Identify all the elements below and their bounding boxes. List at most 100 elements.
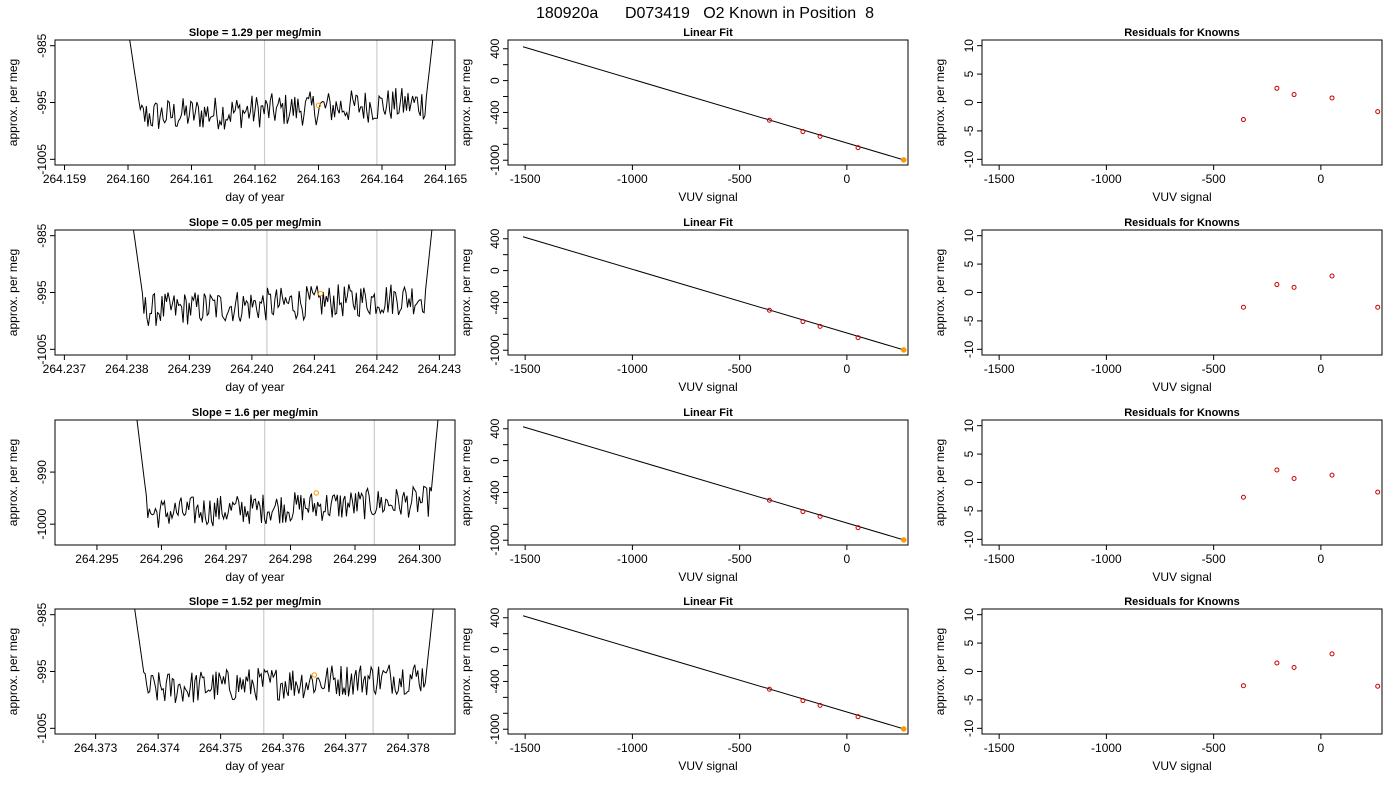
plot-frame	[507, 229, 909, 356]
chart-panel: Linear Fit -1500 -1000 -500 0 VUV signal -1000…	[459, 27, 909, 204]
data-point	[855, 145, 861, 151]
data-point	[800, 698, 806, 704]
x-tick-label: -500	[1202, 362, 1226, 376]
x-tick-label: 264.162	[233, 172, 277, 186]
x-tick-label: -500	[1202, 552, 1226, 566]
y-tick-label: 0	[962, 289, 976, 296]
x-tick-label: 264.239	[168, 362, 212, 376]
x-tick-label: 0	[844, 362, 851, 376]
y-tick-label: 10	[962, 419, 976, 433]
x-tick-label: -1000	[617, 741, 648, 755]
chart-title: Slope = 1.6 per meg/min	[192, 407, 319, 419]
residual-point	[1329, 273, 1335, 279]
residual-point	[1240, 117, 1246, 123]
residual-point	[1240, 683, 1246, 689]
chart-title: Residuals for Knowns	[1124, 596, 1240, 608]
chart-panel: Residuals for Knowns -1500 -1000 -500 0 VUV s…	[933, 596, 1383, 773]
y-axis-label: approx. per meg	[933, 628, 947, 715]
residual-point	[1274, 282, 1280, 288]
x-tick-label: 0	[1318, 741, 1325, 755]
plot-area	[522, 426, 907, 543]
x-tick-label: 264.165	[424, 172, 468, 186]
y-tick-label: 0	[962, 668, 976, 675]
data-point	[800, 509, 806, 515]
x-tick-label: -1500	[984, 172, 1015, 186]
plot-area	[1240, 651, 1381, 689]
x-tick-label: 0	[844, 741, 851, 755]
residual-point	[1240, 494, 1246, 500]
data-point	[800, 129, 806, 135]
x-tick-label: -500	[1202, 172, 1226, 186]
y-tick-label: 10	[962, 608, 976, 622]
y-tick-label: -985	[35, 223, 49, 247]
data-point	[855, 714, 861, 720]
x-tick-label: -500	[728, 552, 752, 566]
residual-point	[1375, 683, 1381, 689]
x-axis-label: VUV signal	[1152, 570, 1211, 584]
residual-point	[1240, 304, 1246, 310]
residual-point	[1274, 467, 1280, 473]
y-tick-label: -1005	[35, 334, 49, 365]
x-axis-label: VUV signal	[1152, 380, 1211, 394]
x-tick-label: -500	[728, 172, 752, 186]
highlight-point	[901, 537, 907, 543]
y-tick-label: 5	[962, 260, 976, 267]
page-title: 180920a D073419 O2 Known in Position 8	[536, 5, 874, 22]
chart-title: Slope = 1.52 per meg/min	[189, 596, 322, 608]
y-tick-label: 5	[962, 70, 976, 77]
panels: Slope = 1.29 per meg/min 264.159 264.160 26…	[6, 27, 1383, 773]
x-tick-label: 264.298	[269, 552, 313, 566]
x-tick-label: -1500	[984, 741, 1015, 755]
plot-area	[136, 420, 439, 545]
x-tick-label: -1500	[510, 552, 541, 566]
x-tick-label: 264.374	[136, 741, 180, 755]
x-tick-label: -1500	[984, 552, 1015, 566]
x-tick-label: 264.297	[204, 552, 248, 566]
plot-frame	[981, 229, 1383, 356]
x-tick-label: 264.161	[170, 172, 214, 186]
trace-line	[129, 40, 434, 130]
x-tick-label: 0	[1318, 552, 1325, 566]
x-tick-label: 264.243	[418, 362, 462, 376]
x-tick-label: 264.242	[355, 362, 399, 376]
chart-title: Linear Fit	[683, 407, 733, 419]
y-tick-label: -5	[962, 315, 976, 326]
data-point	[855, 525, 861, 531]
chart-panel: Slope = 1.6 per meg/min 264.295 264.296 264…	[6, 407, 456, 584]
residual-point	[1375, 109, 1381, 115]
x-tick-label: 264.296	[140, 552, 184, 566]
x-tick-label: 264.295	[75, 552, 119, 566]
y-axis-label: approx. per meg	[459, 249, 473, 336]
plot-area	[132, 230, 433, 355]
data-point	[766, 117, 772, 123]
chart-title: Linear Fit	[683, 217, 733, 229]
data-point	[817, 323, 823, 329]
y-tick-label: -1005	[35, 713, 49, 744]
chart-title: Linear Fit	[683, 596, 733, 608]
fit-line	[522, 615, 904, 730]
x-tick-label: 0	[844, 552, 851, 566]
residual-point	[1375, 304, 1381, 310]
chart-title: Slope = 0.05 per meg/min	[189, 217, 322, 229]
x-tick-label: -1000	[617, 552, 648, 566]
y-tick-label: 5	[962, 450, 976, 457]
x-tick-label: 264.238	[105, 362, 149, 376]
x-tick-label: -1000	[1091, 362, 1122, 376]
residual-point	[1274, 85, 1280, 91]
residual-point	[1274, 660, 1280, 666]
y-axis-label: approx. per meg	[933, 249, 947, 336]
x-tick-label: 264.240	[230, 362, 274, 376]
x-axis-label: day of year	[225, 570, 284, 584]
x-tick-label: 0	[1318, 172, 1325, 186]
chart-title: Residuals for Knowns	[1124, 27, 1240, 39]
x-axis-label: VUV signal	[678, 190, 737, 204]
residual-point	[1375, 489, 1381, 495]
x-tick-label: -1000	[1091, 172, 1122, 186]
plot-frame	[507, 419, 909, 546]
x-tick-label: -1500	[510, 362, 541, 376]
y-tick-label: -1000	[488, 714, 502, 745]
y-tick-label: 0	[488, 267, 502, 274]
plot-area	[522, 615, 907, 732]
highlight-point	[317, 290, 324, 297]
chart-title: Residuals for Knowns	[1124, 407, 1240, 419]
